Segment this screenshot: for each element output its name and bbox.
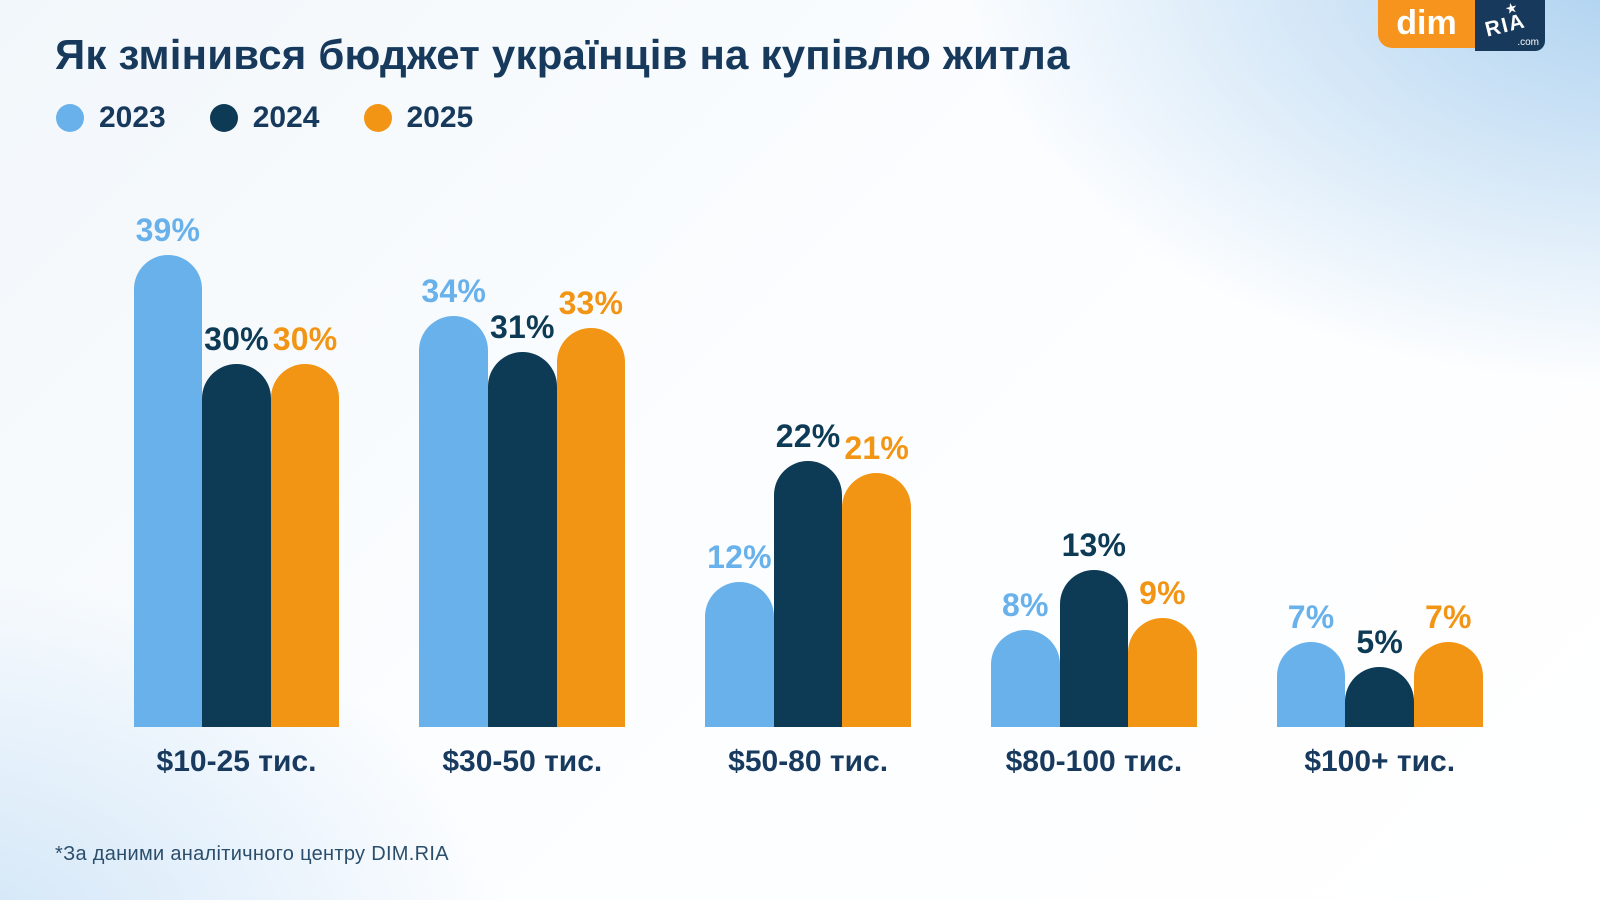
bar-value-2025-group2: 33% [558,284,624,321]
category-label-group4: $80-100 тис. [1005,745,1183,778]
dim-logo-badge: dim [1378,0,1475,48]
category-label-group2: $30-50 тис. [442,745,603,778]
bar-2025-group3 [842,472,911,727]
source-footnote: *За даними аналітичного центру DIM.RIA [55,843,449,865]
ria-logo-domain: .com [1517,37,1539,48]
bar-value-2024-group3: 22% [775,417,841,454]
bar-2024-group5 [1345,666,1414,727]
bar-value-2025-group5: 7% [1424,599,1472,636]
dim-ria-logo: dim ★ RIA .com [1378,0,1545,51]
bar-2025-group2 [556,327,626,727]
bar-value-2023-group2: 34% [421,272,487,309]
bar-value-2024-group2: 31% [489,308,555,345]
legend-label: 2025 [406,101,474,134]
bar-2023-group5 [1276,642,1346,727]
category-label-group1: $10-25 тис. [156,745,317,778]
legend-dot-2023-icon [56,104,84,132]
category-label-group3: $50-80 тис. [728,745,889,778]
bar-2025-group5 [1414,642,1483,727]
bar-value-2025-group1: 30% [272,321,338,357]
bar-2024-group3 [773,460,843,727]
legend-item-2024: 2024 [209,101,320,135]
bar-2025-group4 [1128,618,1197,727]
bar-2025-group1 [270,364,340,727]
ria-logo-badge: ★ RIA .com [1475,0,1545,51]
legend-item-2023: 2023 [56,101,166,135]
bar-2024-group1 [202,364,271,727]
bar-value-2024-group1: 30% [204,321,269,357]
legend-label: 2023 [99,101,166,134]
bar-value-2023-group1: 39% [135,212,201,249]
category-label-group5: $100+ тис. [1304,745,1456,778]
page-title: Як змінився бюджет українців на купівлю … [55,31,1070,78]
bar-value-2023-group5: 7% [1287,599,1335,636]
bar-2023-group1 [133,255,203,727]
bar-2023-group3 [705,581,774,727]
legend-dot-2025-icon [363,104,392,132]
legend-label: 2024 [252,101,320,134]
chart-legend: 2023 2024 2025 [56,101,473,135]
bar-value-2025-group4: 9% [1139,575,1186,612]
bar-value-2024-group4: 13% [1061,526,1127,563]
bar-value-2025-group3: 21% [844,429,910,466]
bar-2024-group4 [1059,569,1129,727]
bar-2023-group4 [991,630,1060,727]
legend-item-2025: 2025 [363,101,474,135]
bar-value-2023-group3: 12% [707,538,772,575]
bar-2024-group2 [488,351,557,727]
legend-dot-2024-icon [209,104,238,132]
bar-value-2024-group5: 5% [1356,623,1404,660]
bar-2023-group2 [419,315,488,727]
bar-value-2023-group4: 8% [1001,587,1049,624]
